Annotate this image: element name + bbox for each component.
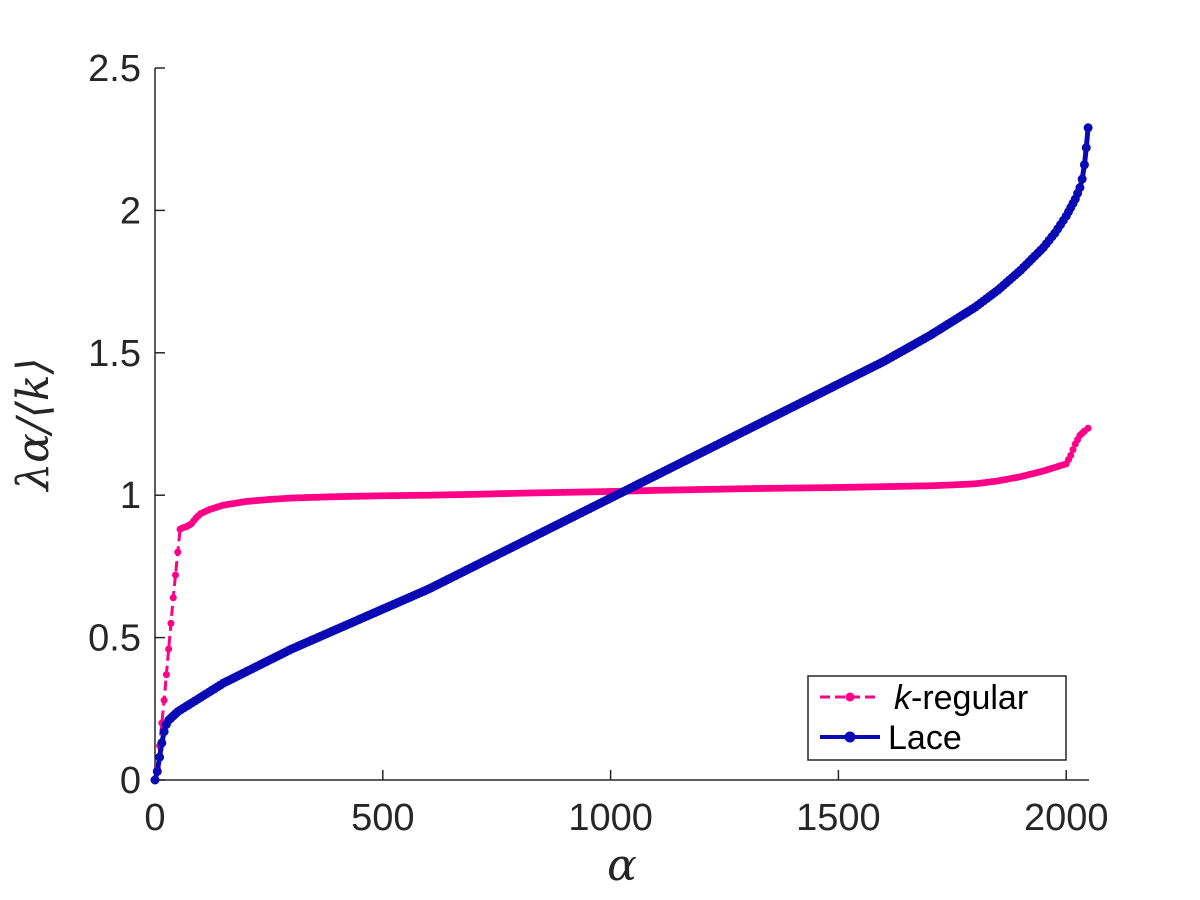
y-tick-label: 2.5 [88, 48, 141, 90]
series-markers [150, 123, 1093, 785]
data-point [1075, 183, 1085, 193]
x-tick-label: 1500 [796, 797, 881, 839]
legend-marker-sample [844, 731, 856, 743]
x-tick-label: 500 [351, 797, 414, 839]
data-point [1084, 424, 1092, 432]
y-tick-label: 0.5 [88, 618, 141, 660]
data-point [172, 571, 179, 579]
y-tick-label: 1.5 [88, 333, 141, 375]
data-point [1083, 123, 1093, 133]
data-point [1077, 174, 1087, 184]
x-tick-label: 1000 [568, 797, 653, 839]
data-point [157, 738, 167, 748]
y-tick-label: 2 [120, 190, 141, 232]
series-k-regular [151, 424, 1092, 784]
data-point [169, 594, 177, 602]
series-lace [150, 123, 1093, 785]
legend-marker-sample [845, 692, 855, 702]
x-tick-label: 2000 [1024, 797, 1109, 839]
data-point [165, 645, 173, 653]
plot-area [150, 123, 1093, 785]
data-point [167, 619, 175, 627]
data-point [1067, 451, 1075, 459]
series-markers [151, 424, 1092, 784]
y-tick-label: 0 [120, 760, 141, 802]
data-point [1079, 160, 1089, 170]
y-tick-label: 1 [120, 475, 141, 517]
data-point [1081, 143, 1091, 153]
legend-label: Lace [888, 719, 962, 757]
y-axis-label: λα/⟨k⟩ [8, 357, 59, 492]
data-point [160, 696, 168, 704]
data-point [162, 671, 170, 679]
data-point [174, 548, 182, 556]
legend-label: k-regular [894, 679, 1028, 717]
data-point [150, 775, 160, 785]
data-point [155, 752, 165, 762]
data-point [152, 766, 162, 776]
ticks: 0 500 1000 1500 2000 0 0.5 1 1.5 2 2.5 [88, 48, 1108, 839]
legend-box [807, 675, 1067, 761]
x-tick-label: 0 [144, 797, 165, 839]
data-point [159, 727, 169, 737]
axes [154, 68, 1089, 781]
x-axis-label: α [607, 840, 637, 891]
data-point [1069, 446, 1077, 454]
